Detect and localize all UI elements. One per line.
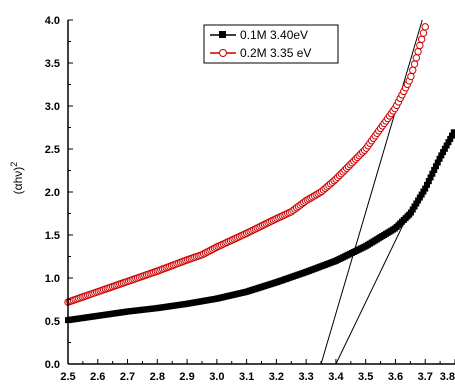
data-point (409, 66, 417, 74)
data-point (441, 145, 448, 152)
x-tick-label: 3.4 (328, 371, 344, 383)
y-tick-label: 0.0 (45, 359, 60, 371)
x-tick-label: 3.5 (358, 371, 373, 383)
data-point (424, 181, 431, 188)
legend-marker-series-2 (219, 49, 227, 57)
data-point (421, 23, 429, 31)
y-tick-label: 4.0 (45, 15, 60, 27)
data-point (416, 41, 424, 50)
legend-marker-series-1 (219, 31, 226, 38)
data-point (443, 142, 450, 149)
x-tick-label: 3.0 (209, 371, 224, 383)
x-tick-label: 2.6 (90, 371, 105, 383)
y-tick-label: 0.5 (45, 316, 60, 328)
x-tick-label: 2.8 (150, 371, 165, 383)
x-tick-label: 3.1 (239, 371, 254, 383)
legend-box (203, 24, 339, 64)
x-tick-label: 3.8 (440, 371, 455, 383)
data-point (440, 149, 447, 156)
data-point (412, 54, 420, 62)
data-point (410, 60, 419, 68)
x-tick-label: 3.6 (388, 371, 403, 383)
y-tick-label: 1.5 (45, 230, 60, 242)
series-2 (64, 23, 429, 306)
data-point (417, 35, 426, 43)
data-point (447, 135, 454, 142)
x-tick-label: 2.7 (120, 371, 135, 383)
x-tick-label: 3.7 (418, 371, 433, 383)
data-point (422, 185, 429, 192)
data-point (449, 132, 455, 139)
tangent-line (320, 19, 423, 365)
x-tick-label: 2.9 (179, 371, 194, 383)
legend-label-series-1: 0.1M 3.40eV (240, 28, 308, 42)
y-tick-label: 3.0 (45, 101, 60, 113)
x-tick-label: 3.3 (299, 371, 314, 383)
data-point (429, 170, 436, 177)
data-point (434, 159, 441, 166)
x-tick-label: 2.5 (60, 371, 75, 383)
tangent-line (335, 221, 405, 365)
data-point (436, 155, 443, 162)
legend: 0.1M 3.40eV 0.2M 3.35 eV (203, 24, 339, 64)
y-tick-label: 3.5 (45, 58, 60, 70)
tangent-lines (320, 19, 423, 365)
data-point (432, 163, 439, 170)
series-1 (65, 129, 455, 324)
data-series (64, 23, 455, 324)
legend-label-series-2: 0.2M 3.35 eV (240, 46, 311, 60)
data-point (438, 152, 445, 159)
data-point (425, 178, 432, 185)
y-tick-label: 2.0 (45, 187, 60, 199)
y-tick-label: 2.5 (45, 144, 60, 156)
data-point (419, 29, 428, 37)
data-point (407, 72, 415, 81)
data-point (414, 47, 422, 56)
data-point (450, 129, 455, 136)
tick-marks: 2.5 2.6 2.7 2.8 2.9 3.0 3.1 3.2 3.3 3.4 3.5 3.6 3.7 3… (45, 15, 455, 383)
data-point (445, 139, 452, 146)
y-axis-label: (αhν)2 (9, 162, 25, 195)
data-point (427, 174, 434, 181)
data-point (431, 166, 438, 173)
x-tick-label: 3.2 (269, 371, 284, 383)
y-tick-label: 1.0 (45, 273, 60, 285)
